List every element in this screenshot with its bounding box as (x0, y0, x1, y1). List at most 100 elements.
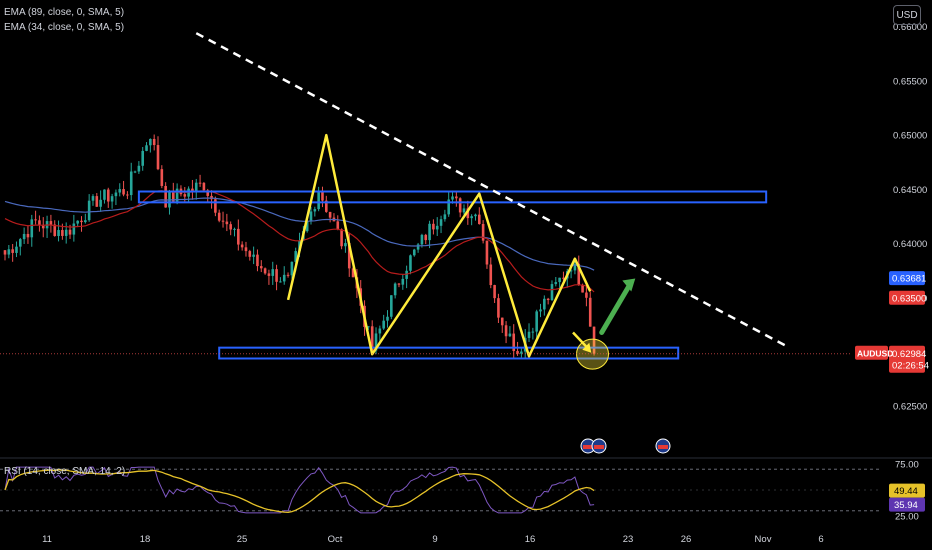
candle-body (558, 277, 561, 283)
candle-body (325, 200, 328, 212)
candle-body (340, 229, 343, 247)
candle-body (263, 268, 267, 274)
candle-body (481, 224, 485, 241)
candle-body (390, 295, 393, 317)
candle-body (49, 221, 53, 225)
candle-body (581, 284, 584, 293)
down-arrow-head (582, 342, 592, 353)
time-axis: 11 18 25 Oct 9 16 23 26 Nov 6 (42, 534, 824, 545)
time-tick-label: 25 (237, 534, 248, 545)
candle-body (504, 325, 508, 337)
candle-body (428, 223, 431, 241)
candle-body (447, 199, 450, 215)
candle-body (194, 182, 198, 191)
candle-body (493, 285, 496, 299)
candle-body (294, 251, 297, 262)
rsi-value: 35.94 (894, 500, 918, 511)
price-tick-label: 0.65000 (893, 131, 927, 142)
candle-body (122, 189, 125, 195)
economic-event-flag (594, 445, 604, 449)
candle-body (500, 317, 504, 326)
candle-body (290, 261, 294, 276)
rsi-badge (889, 497, 925, 512)
candle-body (585, 292, 588, 298)
candle-body (244, 247, 248, 252)
economic-event-flag (658, 445, 668, 449)
candle-body (416, 244, 420, 250)
price-tick-label: 0.66000 (893, 22, 927, 33)
candle-body (61, 230, 64, 236)
candle-body (145, 145, 148, 151)
candle-body (99, 199, 102, 207)
zigzag-pattern (286, 133, 592, 358)
candle-body (103, 189, 106, 200)
candle-body (588, 297, 592, 327)
candle-body (225, 221, 229, 225)
candle-body (546, 298, 550, 301)
candle-body (573, 263, 577, 271)
ema89-line (4, 197, 595, 271)
candle-body (485, 240, 489, 265)
symbol-label: AUDUSD (857, 349, 893, 359)
candle-body (386, 316, 389, 321)
candle-body (344, 243, 347, 247)
ema89-legend[interactable]: EMA (89, close, 0, SMA, 5) (4, 7, 125, 18)
price-badge (889, 271, 925, 286)
candle-body (424, 234, 428, 241)
candle-body (7, 249, 11, 255)
candle-body (84, 220, 87, 223)
candle-body (497, 298, 500, 318)
rsi-pane: 75.00 25.00 49.44 35.94 (0, 460, 925, 523)
candle-body (110, 196, 114, 202)
descending-trendline (195, 32, 786, 347)
candle-body (38, 220, 41, 225)
candle-body (409, 255, 412, 271)
candle-body (432, 223, 435, 230)
candle-body (321, 192, 324, 201)
candle-body (15, 246, 18, 253)
price-tick-label: 0.64500 (893, 185, 927, 196)
time-tick-label: 11 (42, 534, 52, 545)
resistance-zone (137, 190, 768, 204)
candle-body (328, 211, 332, 218)
candle-body (478, 214, 481, 225)
candle-body (11, 249, 14, 253)
candle-body (286, 274, 290, 276)
currency-button[interactable]: USD (893, 5, 921, 25)
candle-body (160, 169, 164, 186)
last-price-label: 0.62984 (892, 349, 926, 360)
candle-body (275, 269, 278, 282)
time-tick-label: Nov (755, 534, 772, 545)
down-arrow-shaft (572, 331, 590, 350)
candle-body (279, 281, 282, 283)
candle-body (137, 165, 141, 172)
ema34-price-label: 0.63500 (892, 293, 926, 304)
candle-body (282, 274, 286, 282)
rsi-legend[interactable]: RSI (14, close, SMA, 14, 2) (4, 466, 126, 477)
candle-body (41, 224, 45, 229)
candle-body (64, 229, 68, 236)
candle-body (133, 171, 137, 173)
candle-body (367, 326, 370, 328)
candle-body (351, 268, 355, 278)
time-tick-label: 6 (818, 534, 823, 545)
candle-body (198, 182, 202, 184)
candle-body (347, 243, 351, 269)
up-arrow-shaft (599, 283, 632, 335)
candle-body (569, 270, 573, 272)
ema34-legend[interactable]: EMA (34, close, 0, SMA, 5) (4, 22, 125, 33)
candle-body (229, 224, 232, 230)
candle-body (455, 196, 458, 199)
candle-body (405, 270, 408, 279)
candle-body (336, 221, 340, 230)
candle-body (535, 311, 538, 332)
candle-body (370, 326, 374, 351)
candle-body (3, 250, 7, 255)
candle-body (451, 196, 454, 200)
candle-body (378, 328, 382, 334)
candle-body (156, 145, 160, 170)
candle-body (53, 224, 57, 236)
candle-body (141, 150, 144, 166)
candle-body (562, 277, 565, 279)
